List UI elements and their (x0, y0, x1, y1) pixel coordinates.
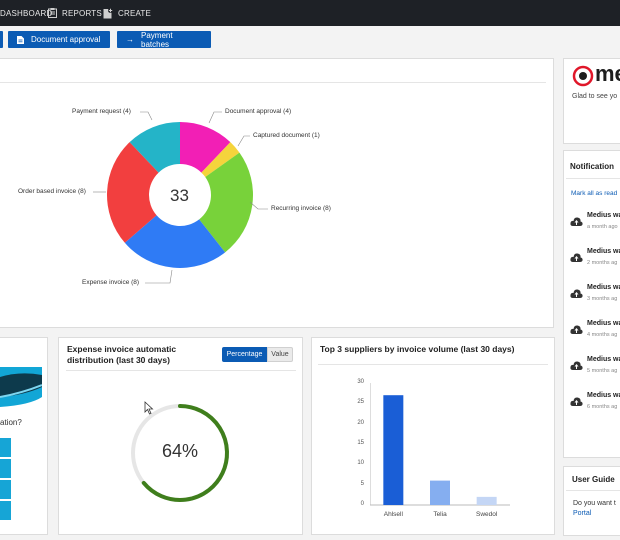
notification-time: 2 months ag (587, 260, 618, 266)
bar-swedol[interactable] (476, 496, 497, 505)
notification-item[interactable]: Medius wa 2 months ag (570, 248, 620, 276)
nav-create-label: CREATE (118, 8, 152, 18)
medius-logo-text: me (595, 61, 620, 86)
value-toggle[interactable]: Value (267, 347, 293, 362)
nav-dashboard-label: DASHBOARD (0, 8, 53, 18)
notification-item[interactable]: Medius wa 6 months ag (570, 392, 620, 420)
mouse-cursor-icon (144, 401, 154, 415)
notification-title: Medius wa (587, 212, 620, 219)
notification-time: 5 months ag (587, 368, 618, 374)
notifications-divider (566, 178, 620, 179)
donut-slice-expense-invoice[interactable] (124, 215, 226, 268)
x-category-label: Swedol (475, 511, 498, 518)
label-recurring-invoice: Recurring invoice (8) (271, 205, 331, 212)
invoice-donut-chart (106, 122, 254, 268)
nav-reports[interactable]: REPORTS (48, 0, 102, 26)
gauge-progress-arc (141, 404, 229, 502)
notification-item[interactable]: Medius wa 3 months ag (570, 284, 620, 312)
document-approval-button[interactable]: Document approval (8, 31, 110, 48)
suppliers-card-divider (318, 364, 548, 365)
expense-card-divider (66, 370, 296, 371)
create-document-icon (103, 7, 113, 18)
notification-title: Medius wa (587, 392, 620, 399)
suppliers-bar-chart (370, 383, 510, 506)
donut-total: 33 (170, 186, 189, 205)
notification-title: Medius wa (587, 356, 620, 363)
notification-item[interactable]: Medius wa a month ago (570, 212, 620, 240)
cloud-upload-icon (570, 289, 583, 298)
document-icon (17, 35, 24, 44)
welcome-greeting: Glad to see yo (572, 93, 618, 100)
donut-slice-captured-document[interactable] (201, 142, 240, 178)
label-document-approval: Document approval (4) (225, 108, 292, 115)
notification-time: 6 months ag (587, 404, 618, 410)
arrow-right-icon: → (126, 35, 134, 44)
mark-all-read-link[interactable]: Mark all as read (571, 190, 618, 197)
y-tick-label: 5 (360, 480, 364, 487)
cloud-upload-icon (570, 253, 583, 262)
user-guide-card (563, 466, 620, 536)
cloud-upload-icon (570, 397, 583, 406)
donut-slice-payment-request[interactable] (129, 122, 180, 173)
notification-time: 4 months ag (587, 332, 618, 338)
card-divider (0, 82, 546, 83)
medius-logo-icon (572, 65, 594, 87)
notification-item[interactable]: Medius wa 4 months ag (570, 320, 620, 348)
user-guide-title: User Guide (572, 475, 615, 484)
y-tick-label: 0 (360, 501, 364, 507)
value-toggle-label: Value (271, 351, 289, 358)
banner-graphic (0, 367, 42, 407)
label-payment-request: Payment request (4) (72, 108, 131, 115)
expense-percentage-value: 64% (161, 441, 199, 461)
donut-slice-document-approval[interactable] (180, 122, 231, 173)
user-guide-divider (566, 490, 620, 491)
bar-ahlsell[interactable] (383, 395, 404, 505)
nav-reports-label: REPORTS (62, 8, 102, 18)
expense-card-title: Expense invoice automatic distribution (… (67, 344, 177, 365)
y-tick-label: 10 (357, 460, 364, 467)
label-order-based-invoice: Order based invoice (8) (18, 188, 86, 195)
y-tick-label: 20 (357, 419, 364, 426)
user-guide-text: Do you want t (573, 500, 616, 507)
bar-telia[interactable] (430, 480, 450, 505)
y-tick-label: 15 (357, 440, 364, 446)
notifications-title: Notification (570, 162, 614, 171)
cloud-upload-icon (570, 217, 583, 226)
notification-item[interactable]: Medius wa 5 months ag (570, 356, 620, 384)
nav-dashboard[interactable]: DASHBOARD (0, 0, 52, 26)
top-navigation-bar: DASHBOARD REPORTS CREATE (0, 0, 620, 26)
cloud-upload-icon (570, 361, 583, 370)
invoice-distribution-card (0, 58, 554, 328)
partial-option-tiles[interactable] (0, 438, 11, 520)
payment-batches-button[interactable]: → Payment batches (117, 30, 211, 49)
payment-batches-label: Payment batches (141, 30, 173, 49)
notification-time: a month ago (587, 224, 618, 230)
y-tick-label: 25 (357, 399, 364, 406)
x-category-label: Ahlsell (383, 511, 403, 518)
percentage-toggle-label: Percentage (226, 351, 263, 358)
suppliers-card-title: Top 3 suppliers by invoice volume (last … (320, 344, 515, 354)
partial-action-button[interactable] (0, 31, 3, 48)
label-expense-invoice: Expense invoice (8) (82, 279, 140, 286)
donut-slice-order-based-invoice[interactable] (106, 142, 159, 243)
document-approval-label: Document approval (31, 35, 101, 44)
reports-icon (48, 8, 57, 18)
user-guide-portal-link[interactable]: Portal (573, 510, 592, 517)
label-captured-document: Captured document (1) (253, 132, 320, 139)
notification-title: Medius wa (587, 320, 620, 327)
percentage-toggle[interactable]: Percentage (222, 347, 267, 362)
y-tick-label: 30 (357, 379, 364, 385)
notification-title: Medius wa (587, 248, 620, 255)
partial-question-text: ation? (0, 418, 22, 427)
notification-title: Medius wa (587, 284, 620, 291)
notifications-card (563, 150, 620, 458)
notification-time: 3 months ag (587, 296, 618, 302)
nav-create[interactable]: CREATE (103, 0, 151, 26)
cloud-upload-icon (570, 325, 583, 334)
expense-percentage-gauge (131, 404, 229, 502)
donut-slice-recurring-invoice[interactable] (199, 152, 254, 253)
x-category-label: Telia (433, 511, 447, 518)
